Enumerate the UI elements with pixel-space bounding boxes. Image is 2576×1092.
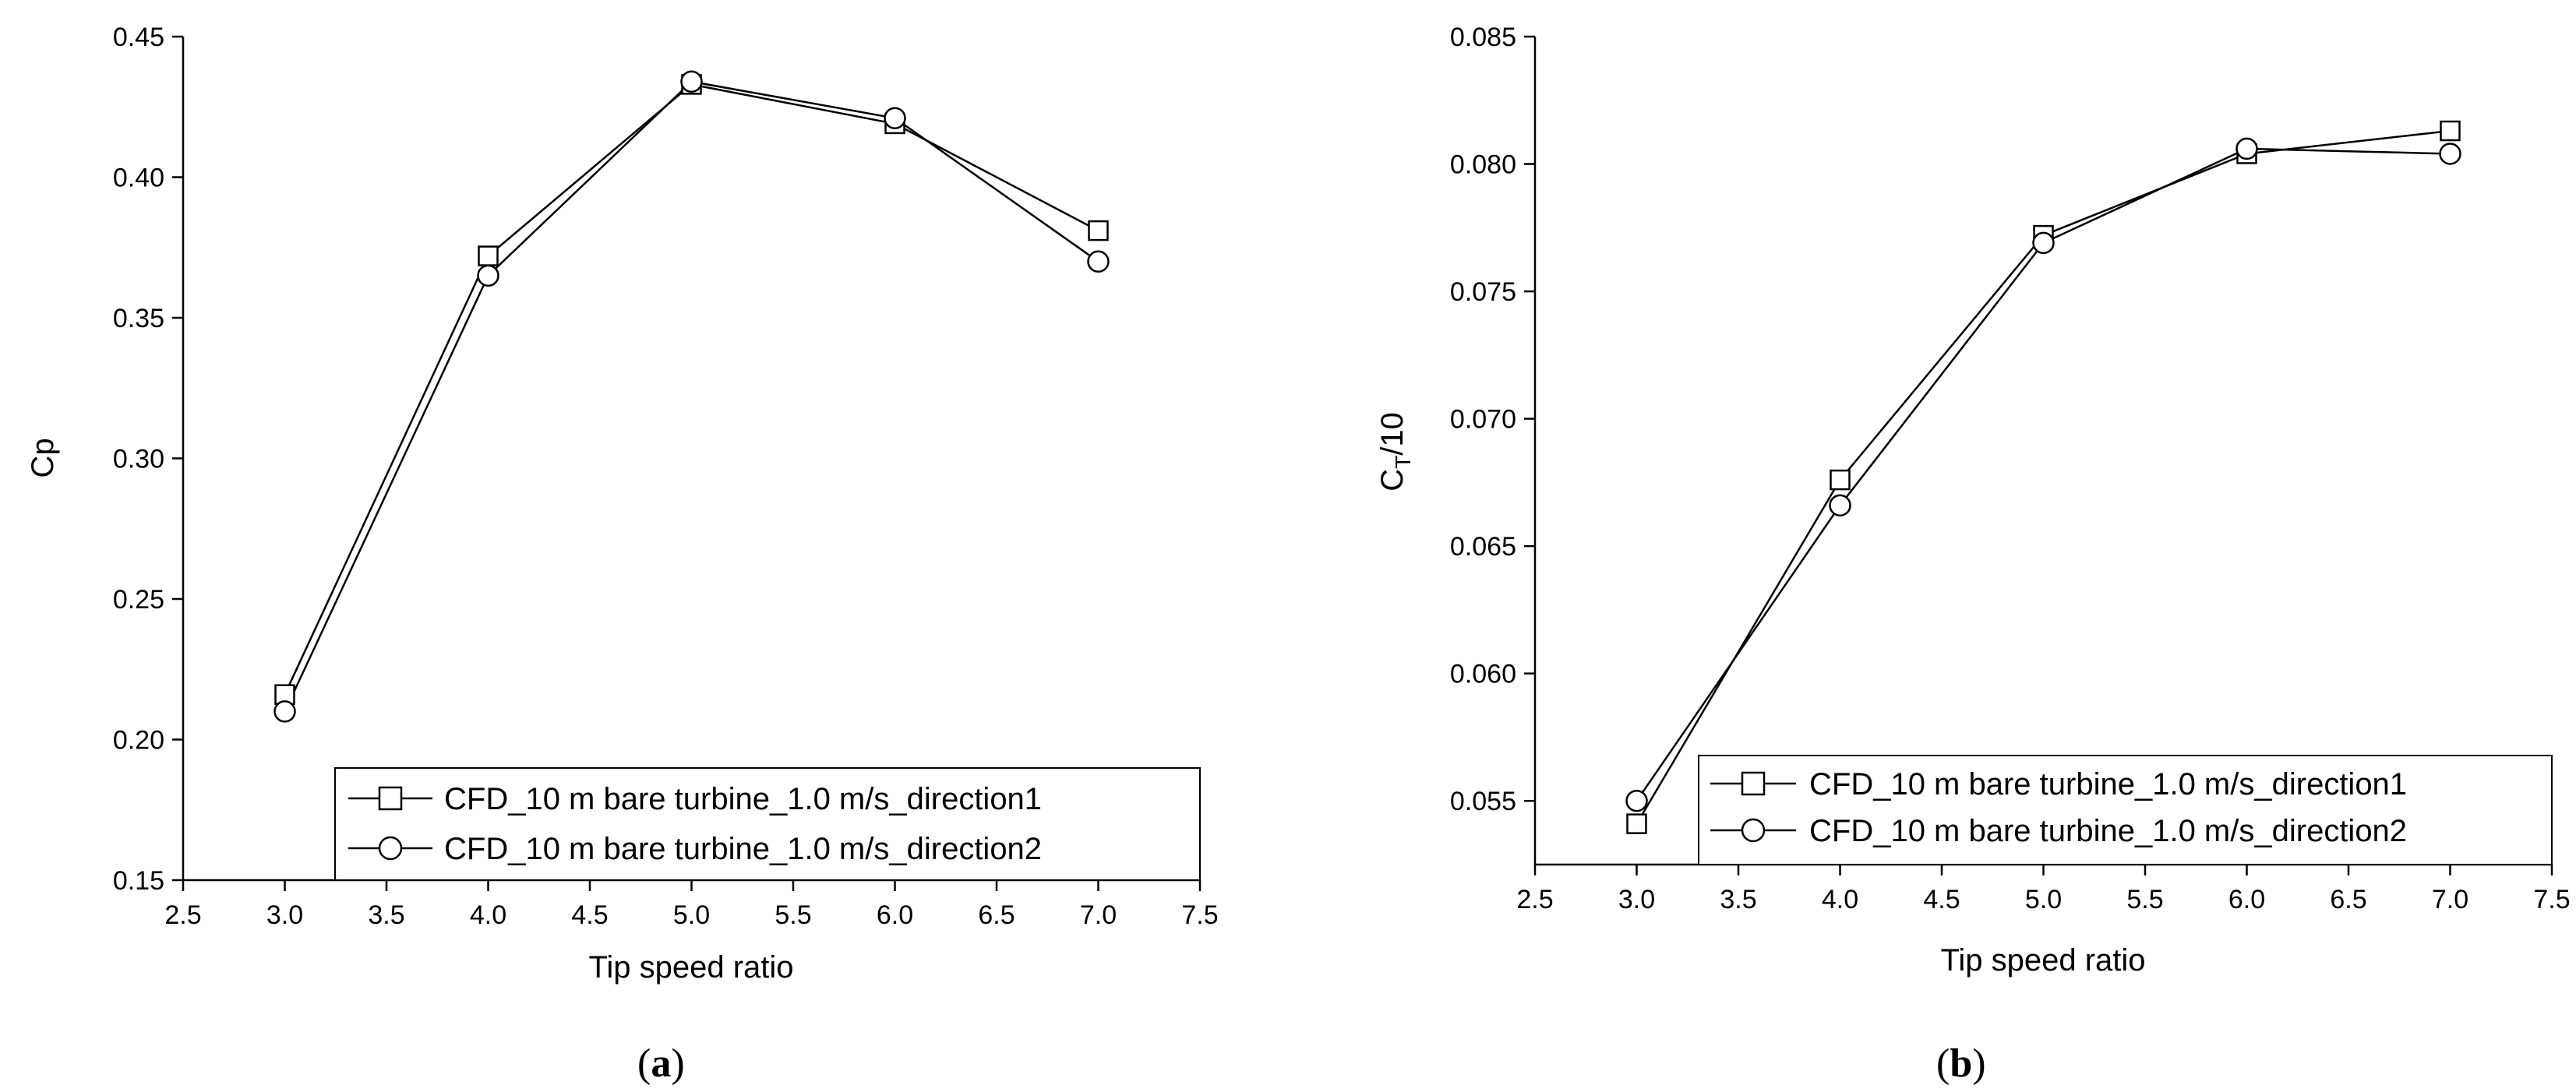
y-ticks-a: 0.15 0.20 0.25 0.30 0.35 0.40 0.45: [113, 23, 183, 896]
square-marker-a: [478, 245, 499, 266]
x-tick-label-b: 3.0: [1618, 885, 1655, 914]
y-tick-label-b: 0.070: [1450, 405, 1516, 435]
x-axis-title-a: Tip speed ratio: [588, 950, 793, 985]
circle-marker-a: [477, 264, 499, 287]
x-tick-label-a: 3.5: [368, 900, 404, 930]
x-tick-label-a: 4.0: [470, 900, 506, 930]
series-markers-a: [273, 70, 1110, 723]
legend-circle-marker-a: [378, 836, 403, 861]
legend-circle-marker-b: [1741, 818, 1766, 843]
x-tick-label-a: 7.0: [1080, 900, 1117, 930]
x-ticks-b: 2.5 3.0 3.5 4.0 4.5 5.0 5.5 6.0 6.5 7.0 7.5: [1516, 865, 2571, 914]
series-markers-b: [1625, 120, 2461, 834]
y-tick-label-b: 0.080: [1450, 150, 1516, 180]
x-tick-label-b: 5.5: [2126, 885, 2163, 914]
chart-panel-a: 2.5 3.0 3.5 4.0 4.5 5.0 5.5 6.0 6.5 7.0 7.5 0.150.…: [26, 23, 1219, 1086]
x-tick-label-a: 5.0: [673, 900, 710, 930]
axes-frame-a: [182, 37, 1200, 882]
series-lines-a: [284, 80, 1099, 712]
y-axis-title-b-sub: T: [1391, 456, 1415, 469]
circle-marker-a: [884, 107, 906, 129]
legend-box-a: [334, 767, 1201, 881]
legend-entry-a-1: CFD_10 m bare turbine_1.0 m/s_direction1: [348, 782, 1042, 816]
square-marker-b: [1626, 813, 1647, 834]
y-axis-title-b-suffix: /10: [1375, 412, 1410, 456]
x-tick-label-b: 4.0: [1822, 885, 1858, 914]
x-tick-label-a: 6.0: [877, 900, 913, 930]
x-tick-label-b: 5.0: [2025, 885, 2062, 914]
y-axis-title-a: Cp: [26, 438, 60, 477]
y-axis-title-b: CT/10: [1375, 412, 1415, 491]
y-tick-label-a: 0.45: [113, 23, 164, 52]
y-tick-label-a: 0.30: [113, 445, 164, 474]
x-tick-label-b: 3.5: [1720, 885, 1756, 914]
x-tick-label-a: 7.5: [1181, 900, 1218, 930]
circle-marker-b: [1625, 789, 1648, 812]
square-marker-b: [2440, 120, 2461, 142]
circle-marker-b: [2439, 143, 2461, 165]
y-tick-label-b: 0.060: [1450, 660, 1516, 689]
x-tick-label-b: 6.0: [2228, 885, 2265, 914]
chart-panel-b: 2.5 3.0 3.5 4.0 4.5 5.0 5.5 6.0 6.5 7.0 7.5 0.0550…: [1375, 23, 2571, 1086]
circle-marker-a: [680, 70, 703, 93]
x-tick-label-b: 4.5: [1923, 885, 1960, 914]
y-axis-title-b-main: C: [1375, 469, 1410, 491]
y-tick-label-a: 0.15: [113, 866, 164, 896]
square-marker-a: [1088, 220, 1109, 241]
legend-a: CFD_10 m bare turbine_1.0 m/s_direction1…: [334, 767, 1201, 881]
y-tick-label-a: 0.25: [113, 585, 164, 615]
x-tick-label-a: 5.5: [775, 900, 811, 930]
x-tick-label-b: 7.5: [2533, 885, 2570, 914]
y-tick-label-b: 0.085: [1450, 23, 1516, 52]
y-tick-label-b: 0.065: [1450, 532, 1516, 562]
series-line-a-2: [284, 80, 1099, 712]
x-tick-label-a: 2.5: [164, 900, 201, 930]
legend-square-marker-a: [378, 786, 403, 811]
circle-marker-a: [273, 700, 296, 723]
legend-label-b-2: CFD_10 m bare turbine_1.0 m/s_direction2: [1809, 814, 2407, 848]
legend-entry-b-1: CFD_10 m bare turbine_1.0 m/s_direction1: [1710, 767, 2407, 801]
legend-label-a-2: CFD_10 m bare turbine_1.0 m/s_direction2: [444, 832, 1042, 866]
y-ticks-b: 0.055 0.060 0.065 0.070 0.075 0.080 0.085: [1450, 23, 1535, 816]
axes-frame-b: [1533, 37, 2552, 866]
legend-label-a-1: CFD_10 m bare turbine_1.0 m/s_direction1: [444, 782, 1042, 816]
circle-marker-b: [2032, 231, 2055, 255]
y-tick-label-b: 0.075: [1450, 277, 1516, 307]
x-ticks-a: 2.5 3.0 3.5 4.0 4.5 5.0 5.5 6.0 6.5 7.0 7.5: [164, 880, 1219, 930]
y-tick-label-a: 0.20: [113, 726, 164, 756]
legend-b: CFD_10 m bare turbine_1.0 m/s_direction1…: [1698, 755, 2553, 865]
x-axis-title-b: Tip speed ratio: [1940, 943, 2145, 978]
legend-label-b-1: CFD_10 m bare turbine_1.0 m/s_direction1: [1809, 767, 2407, 801]
square-marker-b: [1830, 469, 1851, 491]
x-tick-label-a: 4.5: [571, 900, 608, 930]
panel-label-b: (b): [1936, 1041, 1986, 1086]
circle-marker-b: [2235, 137, 2258, 160]
circle-marker-b: [1829, 494, 1851, 517]
circle-marker-a: [1087, 250, 1110, 273]
x-tick-label-b: 7.0: [2432, 885, 2468, 914]
panel-label-a: (a): [637, 1041, 685, 1086]
y-tick-label-a: 0.40: [113, 164, 164, 193]
x-tick-label-a: 3.0: [266, 900, 303, 930]
legend-square-marker-b: [1741, 771, 1766, 796]
legend-entry-b-2: CFD_10 m bare turbine_1.0 m/s_direction2: [1710, 814, 2407, 848]
legend-entry-a-2: CFD_10 m bare turbine_1.0 m/s_direction2: [348, 832, 1042, 866]
y-tick-label-b: 0.055: [1450, 787, 1516, 816]
y-tick-label-a: 0.35: [113, 304, 164, 333]
x-tick-label-b: 6.5: [2330, 885, 2366, 914]
x-tick-label-a: 6.5: [978, 900, 1015, 930]
legend-box-b: [1698, 755, 2553, 865]
x-tick-label-b: 2.5: [1516, 885, 1553, 914]
